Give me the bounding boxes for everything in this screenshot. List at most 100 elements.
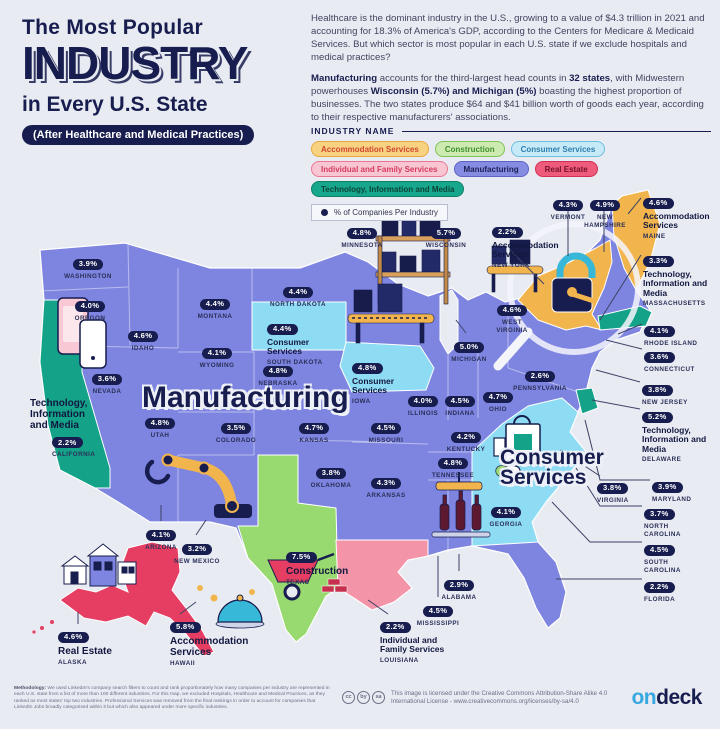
pct-badge-sc: 4.5% (644, 544, 675, 556)
legend-note-text: % of Companies Per Industry (334, 208, 439, 217)
pct-badge-ms: 4.5% (422, 605, 454, 617)
pct-badge-ma: 3.3% (643, 255, 674, 267)
methodology-text: Methodology: We used LinkedIn's company … (14, 686, 332, 712)
state-callout-mt: 4.4% MONTANA (184, 293, 246, 321)
state-callout-md: 3.9% MARYLAND (652, 476, 714, 504)
pct-badge-id: 4.6% (127, 330, 159, 342)
state-callout-id: 4.6% IDAHO (112, 325, 174, 353)
state-region-texas (237, 454, 339, 643)
cc-icon-sa: sa (372, 691, 385, 704)
pct-badge-va: 3.8% (597, 482, 628, 494)
state-callout-vt: 4.3% VERMONT (537, 194, 599, 222)
license-text[interactable]: This image is licensed under the Creativ… (391, 690, 608, 706)
state-name-wi: WISCONSIN (425, 241, 467, 249)
pct-badge-ga: 4.1% (490, 506, 522, 518)
state-name-ct: CONNECTICUT (644, 365, 695, 373)
box-stack-illustration (486, 239, 544, 293)
pct-badge-ia: 4.8% (352, 362, 383, 374)
state-region-iowa (339, 341, 435, 393)
industry-label-ny: Accommodation Services (492, 239, 559, 260)
ondeck-logo-deck: deck (656, 686, 702, 709)
state-name-ok: OKLAHOMA (310, 481, 352, 489)
state-name-ia: IOWA (352, 397, 371, 405)
state-callout-ne: 4.8% NEBRASKA (247, 360, 309, 388)
state-name-ne: NEBRASKA (258, 379, 298, 387)
state-name-va: VIRGINIA (597, 496, 629, 504)
state-name-ut: UTAH (150, 431, 170, 439)
state-callout-la: 2.2% Individual and Family Services LOUISI… (380, 616, 454, 665)
state-name-mt: MONTANA (197, 312, 233, 320)
state-name-fl: FLORIDA (644, 595, 676, 603)
pct-badge-ny: 2.2% (492, 226, 523, 238)
industry-label-ma: Technology, Information and Media (643, 268, 708, 298)
legend-pill-accommodation-services: Accommodation Services (311, 141, 429, 157)
state-name-de: DELAWARE (642, 456, 682, 464)
pct-badge-sd: 4.4% (267, 323, 298, 335)
legend-pill-consumer-services: Consumer Services (510, 141, 606, 157)
subtitle-pill: (After Healthcare and Medical Practices) (22, 124, 255, 145)
industry-label-tx: Construction (286, 565, 349, 577)
shopping-bag-illustration (493, 415, 541, 477)
state-name-il: ILLINOIS (407, 409, 439, 417)
state-name-nj: NEW JERSEY (642, 398, 688, 406)
state-name-ri: RHODE ISLAND (644, 339, 698, 347)
pct-badge-mi: 5.0% (453, 341, 485, 353)
pct-badge-il: 4.0% (407, 395, 439, 407)
state-callout-pa: 2.6% PENNSYLVANIA (509, 365, 571, 393)
state-callout-ar: 4.3% ARKANSAS (355, 472, 417, 500)
methodology-body: We used LinkedIn's company search filter… (14, 686, 330, 711)
state-callout-wv: 4.6% WEST VIRGINIA (489, 299, 535, 335)
industry-label-ak: Real Estate (58, 645, 112, 657)
aleutian-islands (32, 620, 54, 634)
state-callout-nm: 3.2% NEW MEXICO (166, 538, 228, 566)
industry-label-ia: Consumer Services (352, 375, 395, 396)
intro-segment: Wisconsin (5.7%) and Michigan (5%) (370, 86, 537, 98)
pct-badge-nm: 3.2% (181, 543, 213, 555)
warehouse-shelf-illustration (375, 209, 451, 305)
phone-illustration (57, 297, 107, 369)
legend-note: % of Companies Per Industry (311, 204, 449, 221)
pct-badge-vt: 4.3% (552, 199, 584, 211)
pct-badge-ca: 2.2% (52, 437, 83, 449)
legend-rule (402, 130, 711, 132)
legend-pill-technology-information-and-media: Technology, Information and Media (311, 181, 465, 197)
pct-badge-la: 2.2% (380, 621, 411, 633)
state-region-alaska (59, 541, 215, 657)
state-name-ak: ALASKA (58, 658, 87, 666)
state-region-delaware (575, 387, 599, 415)
state-callout-sd: 4.4% Consumer Services SOUTH DAKOTA (267, 318, 329, 367)
title-line3: in Every U.S. State (22, 92, 208, 116)
state-callout-ak: 4.6% Real Estate ALASKA (58, 626, 120, 667)
state-callout-me: 4.6% Accommodation Services MAINE (643, 192, 717, 241)
pct-badge-wy: 4.1% (201, 347, 233, 359)
industry-label-hi: Accommodation Services (170, 635, 249, 658)
intro-text: Healthcare is the dominant industry in t… (311, 12, 709, 132)
state-callout-ok: 3.8% OKLAHOMA (300, 462, 362, 490)
magnifier-icon (493, 221, 641, 371)
state-name-hi: HAWAII (170, 659, 196, 667)
state-name-sd: SOUTH DAKOTA (267, 358, 323, 366)
state-name-oh: OHIO (489, 405, 507, 413)
industry-label-ca: Technology, Information and Media (30, 398, 88, 432)
robot-arm-illustration (144, 453, 252, 518)
state-name-wy: WYOMING (199, 361, 235, 369)
state-region-louisiana (335, 539, 429, 611)
state-name-wv: WEST VIRGINIA (496, 318, 528, 334)
state-callout-al: 2.9% ALABAMA (428, 574, 490, 602)
ondeck-logo[interactable]: ondeck (631, 686, 702, 710)
pct-badge-pa: 2.6% (524, 370, 556, 382)
state-name-id: IDAHO (131, 344, 155, 352)
leader-lines (77, 197, 650, 624)
state-name-vt: VERMONT (550, 213, 586, 221)
pct-badge-nc: 3.7% (644, 508, 675, 520)
state-name-wa: WASHINGTON (64, 272, 112, 280)
state-name-tn: TENNESSEE (431, 471, 475, 479)
state-callout-sc: 4.5% SOUTH CAROLINA (644, 539, 690, 575)
pct-badge-oh: 4.7% (482, 391, 514, 403)
pct-badge-co: 3.5% (220, 422, 252, 434)
title-line1: The Most Popular (22, 16, 203, 39)
state-name-me: MAINE (643, 232, 666, 240)
intro-segment: 32 states (569, 73, 611, 85)
state-name-nv: NEVADA (92, 387, 122, 395)
